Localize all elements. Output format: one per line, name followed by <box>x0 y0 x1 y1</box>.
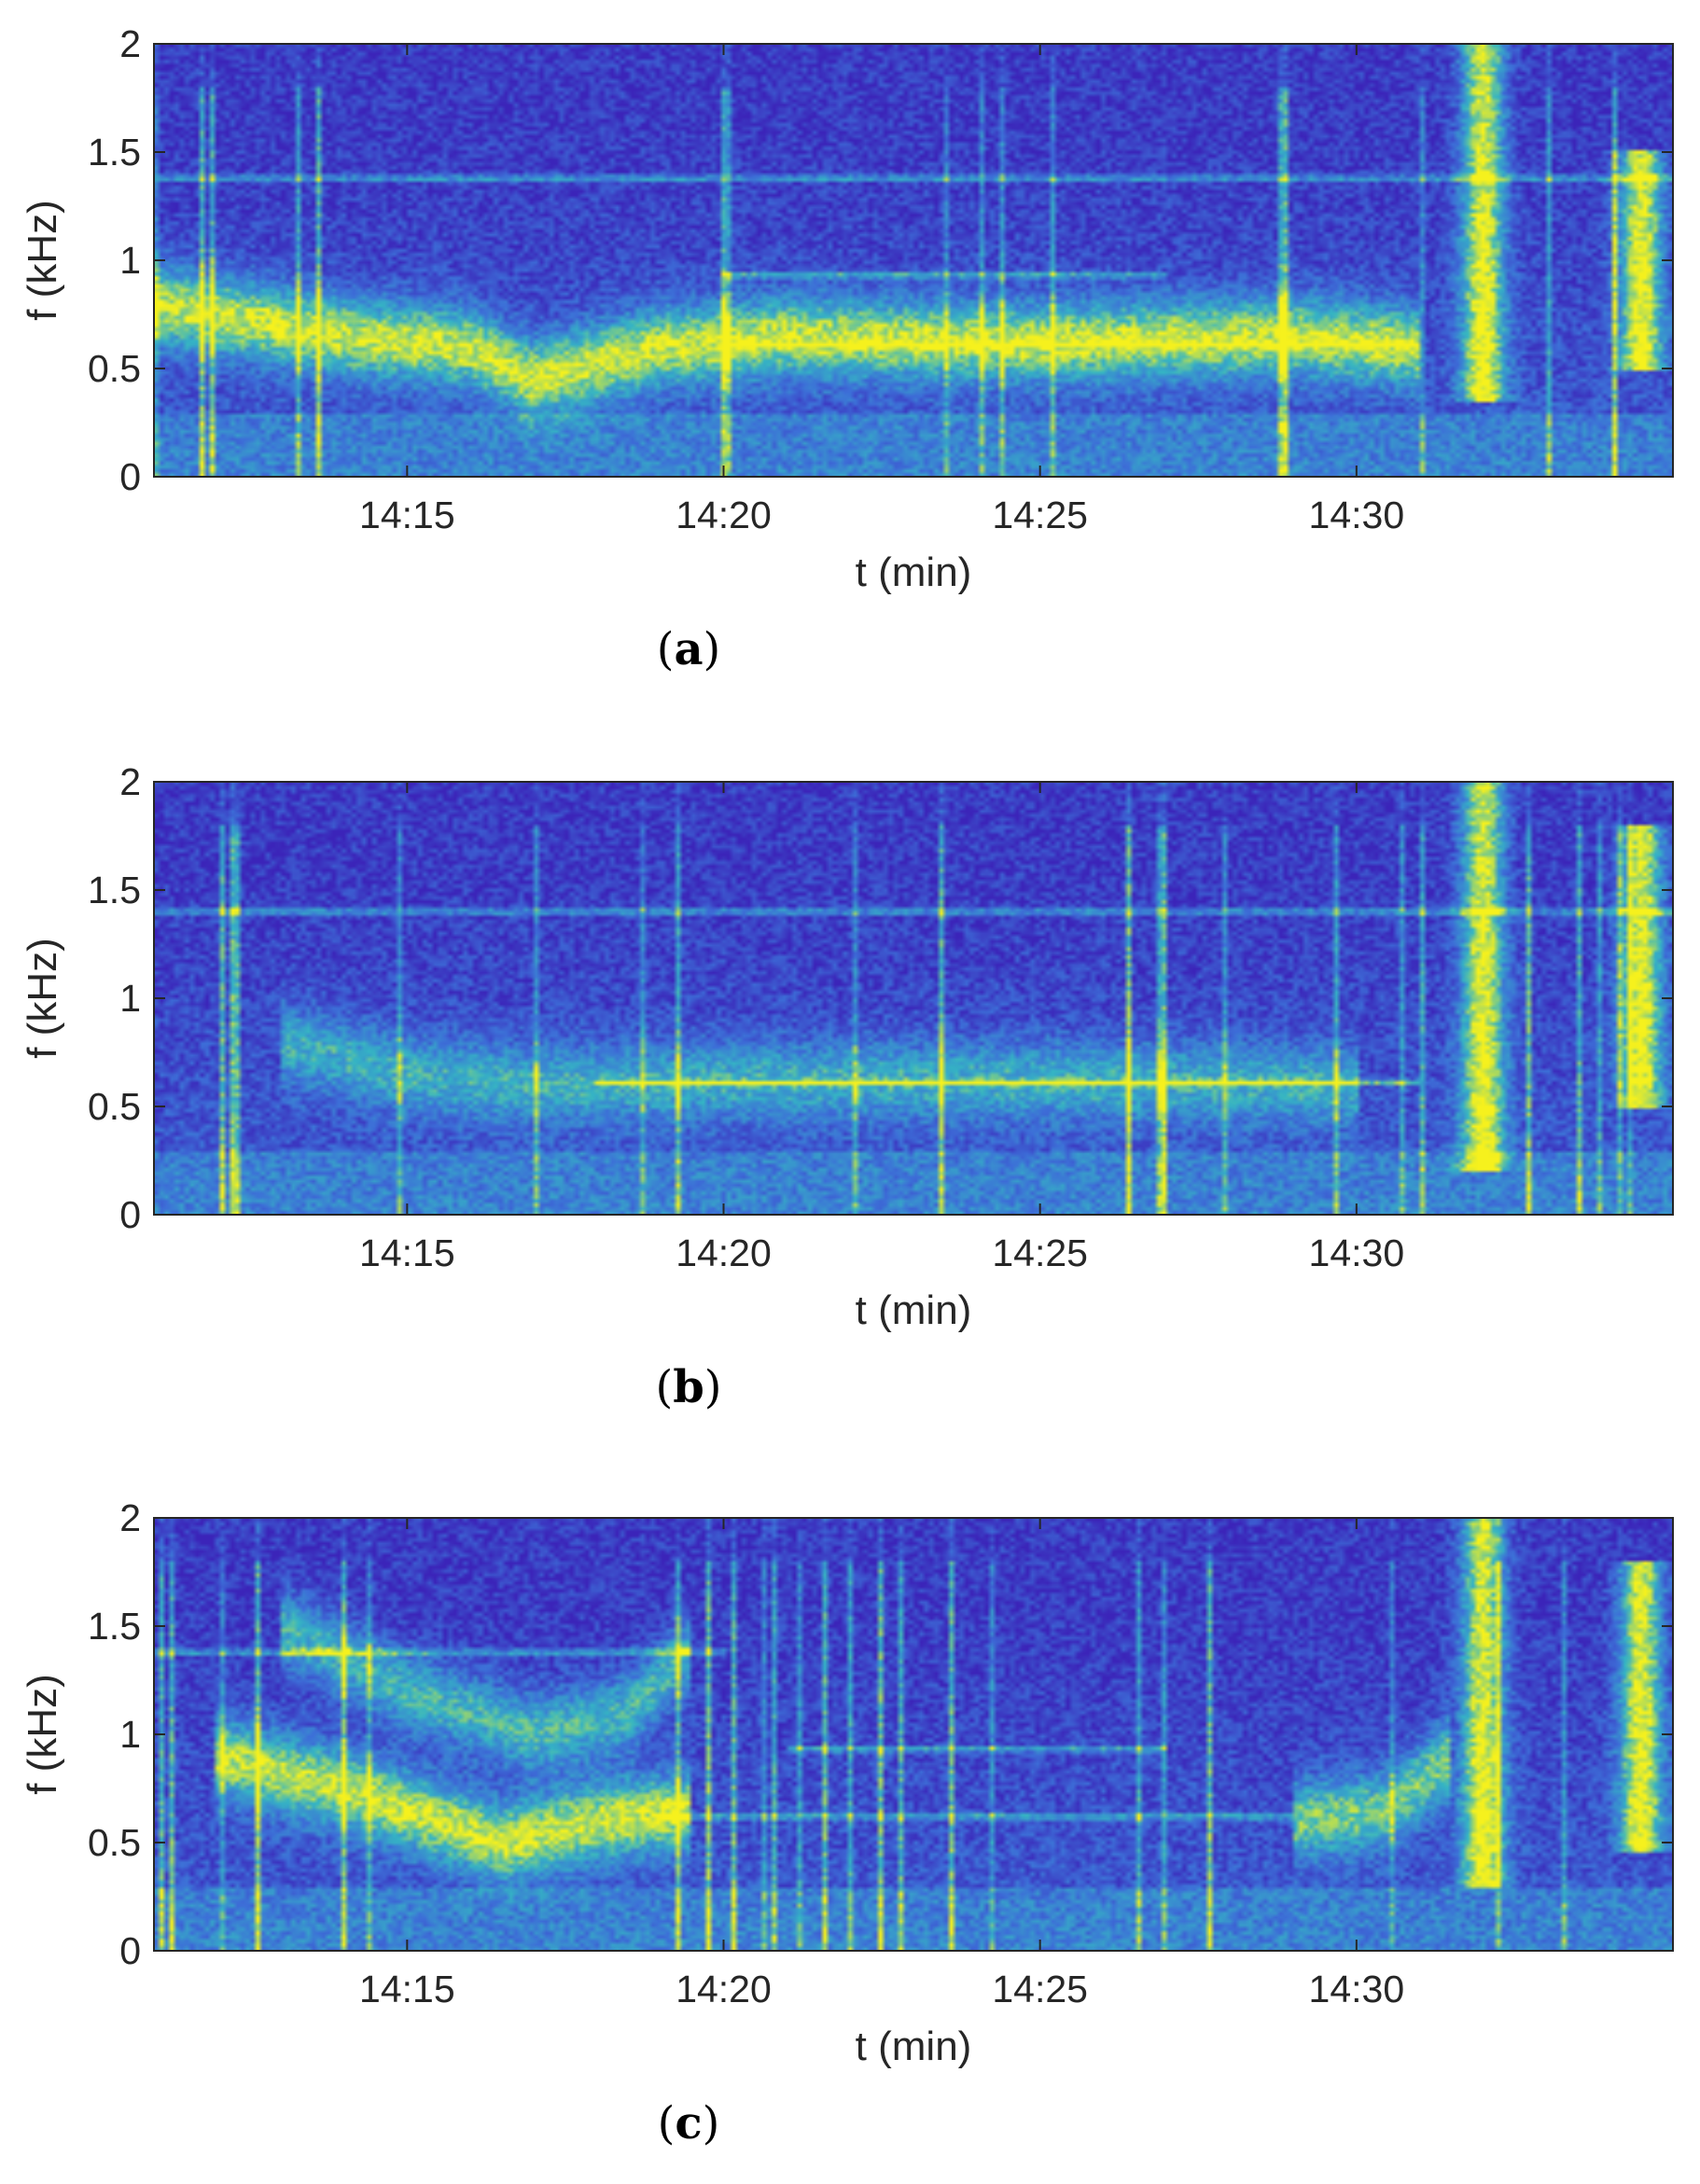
y-tick-label: 1 <box>119 239 141 282</box>
y-tick-label: 1.5 <box>88 869 141 911</box>
x-axis-label: t (min) <box>856 1287 972 1333</box>
spectrogram-image <box>154 782 1673 1215</box>
y-tick-label: 0 <box>119 455 141 498</box>
y-axis-label: f (kHz) <box>20 938 65 1059</box>
x-tick-label: 14:15 <box>359 1231 455 1274</box>
spectrogram-image <box>154 1518 1673 1951</box>
y-tick-label: 2 <box>119 22 141 65</box>
panel-label: (b) <box>655 1361 721 1413</box>
x-tick-label: 14:20 <box>676 494 772 536</box>
y-tick-label: 2 <box>119 760 141 803</box>
x-tick-label: 14:25 <box>992 1968 1088 2010</box>
x-tick-label: 14:15 <box>359 1968 455 2010</box>
y-tick-label: 2 <box>119 1496 141 1539</box>
y-tick-label: 0.5 <box>88 1821 141 1864</box>
panel-label: (a) <box>657 623 721 675</box>
panel-c: 14:15 14:20 14:25 14:30 0 0.5 1 1.5 2 t (min) f (k… <box>20 1496 1674 2149</box>
x-tick-label: 14:20 <box>676 1231 772 1274</box>
y-tick-label: 1.5 <box>88 131 141 174</box>
y-axis-label: f (kHz) <box>20 1674 65 1795</box>
y-tick-label: 1.5 <box>88 1605 141 1648</box>
panel-label: (c) <box>658 2097 720 2149</box>
panel-a: 14:15 14:20 14:25 14:30 0 0.5 1 1.5 2 t (min) f (k… <box>20 22 1674 675</box>
y-tick-label: 0 <box>119 1193 141 1236</box>
y-tick-label: 0.5 <box>88 1085 141 1128</box>
x-axis-label: t (min) <box>856 2024 972 2069</box>
x-tick-label: 14:20 <box>676 1968 772 2010</box>
y-tick-label: 1 <box>119 1713 141 1756</box>
x-axis-label: t (min) <box>856 549 972 595</box>
x-tick-label: 14:30 <box>1309 1968 1405 2010</box>
x-tick-label: 14:30 <box>1309 1231 1405 1274</box>
x-tick-label: 14:15 <box>359 494 455 536</box>
y-axis-label: f (kHz) <box>20 200 65 321</box>
x-tick-label: 14:25 <box>992 1231 1088 1274</box>
x-tick-label: 14:30 <box>1309 494 1405 536</box>
y-tick-label: 0.5 <box>88 347 141 390</box>
panel-b: 14:15 14:20 14:25 14:30 0 0.5 1 1.5 2 t (min) f (k… <box>20 760 1674 1413</box>
y-tick-label: 0 <box>119 1929 141 1972</box>
y-tick-label: 1 <box>119 977 141 1020</box>
spectrogram-image <box>154 44 1673 477</box>
x-tick-label: 14:25 <box>992 494 1088 536</box>
